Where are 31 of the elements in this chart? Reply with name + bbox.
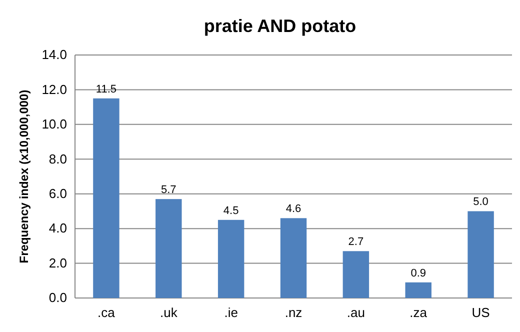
x-tick-label: .ie <box>224 305 238 320</box>
y-tick-label: 12.0 <box>42 82 67 97</box>
x-tick-label: .za <box>410 305 428 320</box>
data-label: 5.0 <box>473 196 488 208</box>
bar <box>405 282 432 298</box>
y-axis-title: Frequency index (x10,000,000) <box>17 90 31 264</box>
x-tick-label: .au <box>346 305 365 320</box>
bar <box>280 218 307 298</box>
bar <box>156 199 182 298</box>
data-label: 2.7 <box>348 236 364 248</box>
x-tick-label: .ca <box>98 305 116 320</box>
bar <box>468 211 494 298</box>
x-tick-label: .uk <box>160 305 178 320</box>
y-tick-label: 2.0 <box>48 255 67 270</box>
y-tick-label: 14.0 <box>42 47 67 62</box>
x-tick-label: US <box>472 305 490 320</box>
data-label: 0.9 <box>410 267 426 280</box>
data-label: 5.7 <box>160 184 176 196</box>
chart-title: pratie AND potato <box>204 16 356 36</box>
y-tick-label: 10.0 <box>42 116 67 132</box>
x-tick-label: .nz <box>284 305 302 320</box>
y-tick-label: 4.0 <box>48 220 67 236</box>
y-tick-label: 6.0 <box>48 186 67 202</box>
data-label: 4.5 <box>223 204 239 217</box>
bar <box>93 98 120 298</box>
y-tick-label: 0.0 <box>48 290 67 306</box>
y-tick-label: 8.0 <box>48 151 67 166</box>
bar <box>342 251 370 298</box>
data-label: 4.6 <box>286 203 302 216</box>
bar <box>218 220 244 298</box>
data-label: 11.5 <box>96 83 117 96</box>
